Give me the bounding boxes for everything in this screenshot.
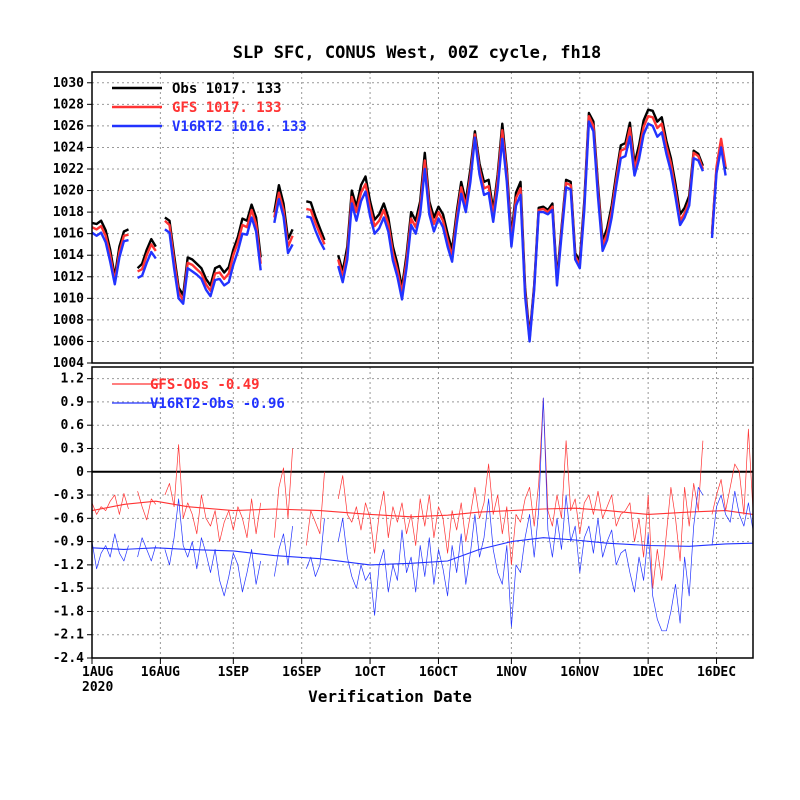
- bottom-ytick-label: 0: [76, 465, 84, 480]
- bottom-ytick-label: 0.6: [61, 418, 85, 433]
- series-line-v16rt2-obs: [305, 518, 325, 577]
- top-ytick-label: 1022: [53, 162, 84, 177]
- x-tick-label: 16AUG: [141, 665, 180, 680]
- series-line-v16rt2: [306, 215, 326, 251]
- x-tick-label: 16NOV: [560, 665, 599, 680]
- series-line-gfs-obs: [137, 491, 157, 521]
- legend-label-gfs-obs: GFS-Obs -0.49: [150, 377, 260, 393]
- x-tick-label: 16SEP: [282, 665, 321, 680]
- x-tick-label: 1AUG: [82, 665, 113, 680]
- series-line-v16rt2-obs: [91, 533, 129, 570]
- series-line-v16rt2-obs: [273, 526, 293, 577]
- series-line-gfs: [137, 243, 157, 273]
- top-ytick-label: 1018: [53, 205, 84, 220]
- bottom-ytick-label: -2.1: [53, 628, 84, 643]
- series-line-obs: [91, 219, 129, 278]
- top-ytick-label: 1020: [53, 184, 84, 199]
- top-ytick-label: 1012: [53, 270, 84, 285]
- series-line-obs: [136, 237, 157, 270]
- bottom-ytick-label: -0.9: [53, 535, 84, 550]
- top-ytick-label: 1026: [53, 119, 84, 134]
- bottom-ytick-label: -0.6: [53, 511, 84, 526]
- series-line-v16rt2: [164, 216, 262, 305]
- bottom-ytick-label: -0.3: [53, 488, 84, 503]
- series-line-v16rt2: [710, 146, 727, 239]
- series-line-obs: [306, 200, 326, 241]
- top-ytick-label: 1030: [53, 76, 84, 91]
- series-line-v16rt2-obs: [137, 537, 157, 562]
- series-line-v16rt2: [91, 231, 129, 286]
- series-line-gfs-obs: [164, 444, 262, 542]
- x-tick-label: 1SEP: [218, 665, 249, 680]
- top-ytick-label: 1024: [53, 140, 84, 155]
- x-tick-label: 1DEC: [632, 665, 663, 680]
- top-ytick-label: 1010: [53, 291, 84, 306]
- legend-label-v16rt2-obs: V16RT2-Obs -0.96: [150, 396, 285, 412]
- bottom-ytick-label: 0.9: [61, 395, 84, 410]
- series-line-gfs: [91, 224, 129, 283]
- series-line-gfs-obs-running-mean: [91, 500, 754, 518]
- series-line-gfs-obs: [711, 428, 754, 515]
- series-line-v16rt2-obs-running-mean: [91, 537, 754, 566]
- top-ytick-label: 1014: [53, 248, 84, 263]
- bottom-ytick-label: 0.3: [61, 441, 84, 456]
- legend-label-v16rt2: V16RT2 1016. 133: [172, 119, 307, 135]
- chart-title: SLP SFC, CONUS West, 00Z cycle, fh18: [233, 43, 601, 63]
- series-line-gfs-obs: [305, 471, 325, 546]
- bottom-ytick-label: -1.2: [53, 558, 84, 573]
- top-panel: 1004 1006 1008 1010 1012 1014 1016 1018 1020 1022…: [53, 71, 754, 371]
- x-axis-label: Verification Date: [308, 687, 472, 706]
- bottom-ytick-label: -1.8: [53, 604, 84, 619]
- x-tick-label: 16OCT: [419, 665, 458, 680]
- legend-label-obs: Obs 1017. 133: [172, 81, 282, 97]
- series-line-v16rt2: [137, 250, 157, 279]
- x-axis: 1AUG 16AUG 1SEP 16SEP 1OCT 16OCT 1NOV 16NOV 1DEC…: [82, 658, 736, 695]
- top-ytick-label: 1016: [53, 227, 84, 242]
- legend-label-gfs: GFS 1017. 133: [172, 100, 282, 116]
- series-line-gfs-obs: [91, 493, 129, 515]
- bottom-ytick-label: -2.4: [53, 651, 84, 666]
- top-panel-frame: [91, 71, 754, 364]
- series-line-v16rt2: [337, 120, 705, 343]
- series-line-v16rt2-obs: [711, 490, 754, 546]
- series-line-v16rt2: [273, 197, 294, 255]
- top-ytick-label: 1028: [53, 97, 84, 112]
- series-line-gfs-obs: [273, 448, 293, 538]
- top-ytick-label: 1004: [53, 356, 84, 371]
- series-line-gfs: [164, 208, 262, 302]
- top-ytick-label: 1006: [53, 334, 84, 349]
- top-ytick-label: 1008: [53, 313, 84, 328]
- x-year-label: 2020: [82, 680, 113, 695]
- bottom-ytick-label: 1.2: [61, 372, 84, 387]
- series-line-gfs: [306, 207, 326, 245]
- series-line-v16rt2-obs: [164, 498, 262, 597]
- x-tick-label: 1NOV: [496, 665, 527, 680]
- bottom-panel-frame: [91, 366, 754, 659]
- bottom-panel: -2.4 -2.1 -1.8 -1.5 -1.2 -0.9 -0.6 -0.3 0 0.3 0.6 0…: [53, 366, 754, 666]
- x-tick-label: 1OCT: [354, 665, 385, 680]
- series-line-obs: [164, 203, 262, 297]
- series-line-gfs: [337, 114, 705, 341]
- series-line-obs: [273, 183, 294, 241]
- x-tick-label: 16DEC: [697, 665, 736, 680]
- bottom-ytick-label: -1.5: [53, 581, 84, 596]
